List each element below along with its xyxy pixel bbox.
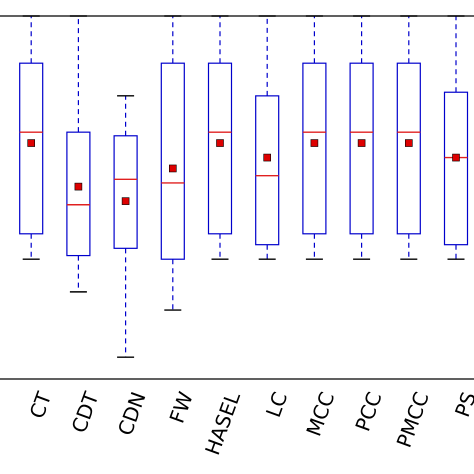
box-iqr [19, 62, 44, 235]
box-iqr [160, 62, 185, 260]
mean-marker [169, 164, 177, 173]
box-cdn [113, 95, 138, 358]
box-mcc [302, 15, 327, 260]
tick-label-pmcc: PMCC [392, 389, 434, 451]
tick-label-cdt: CDT [67, 388, 104, 436]
box-iqr [349, 62, 374, 235]
mean-marker [404, 139, 413, 147]
box-iqr [207, 62, 233, 235]
mean-marker [310, 139, 319, 147]
tick-label-cdn: CDN [113, 389, 151, 439]
box-pmcc [396, 15, 421, 260]
box-iqr [396, 62, 421, 235]
box-iqr [113, 135, 138, 249]
mean-marker [27, 139, 36, 147]
box-series [19, 15, 469, 358]
box-ct [19, 15, 44, 260]
box-iqr [443, 91, 469, 246]
tick-label-ct: CT [25, 388, 57, 422]
mean-marker [357, 139, 366, 147]
box-iqr [66, 131, 91, 257]
tick-label-hasel: HASEL [200, 388, 245, 458]
box-ps [443, 15, 469, 260]
box-hasel [207, 15, 233, 260]
box-fw [160, 15, 185, 311]
box-iqr [302, 62, 327, 235]
box-iqr [255, 95, 280, 246]
tick-label-fw: FW [165, 388, 198, 426]
mean-marker [74, 182, 83, 191]
mean-marker [216, 139, 224, 147]
box-pcc [349, 15, 374, 260]
plot-axes [0, 15, 474, 380]
tick-label-pcc: PCC [350, 389, 386, 435]
tick-label-mcc: MCC [301, 389, 339, 440]
tick-label-lc: LC [261, 389, 292, 421]
x-tick-labels: CT CDT CDN FW HASEL LC MCC PCC PMCC PS [25, 388, 474, 458]
mean-marker [452, 153, 460, 162]
box-cdt [66, 15, 91, 293]
box-lc [255, 15, 280, 260]
mean-marker [121, 197, 130, 205]
tick-label-ps: PS [450, 389, 474, 420]
mean-marker [263, 153, 272, 162]
